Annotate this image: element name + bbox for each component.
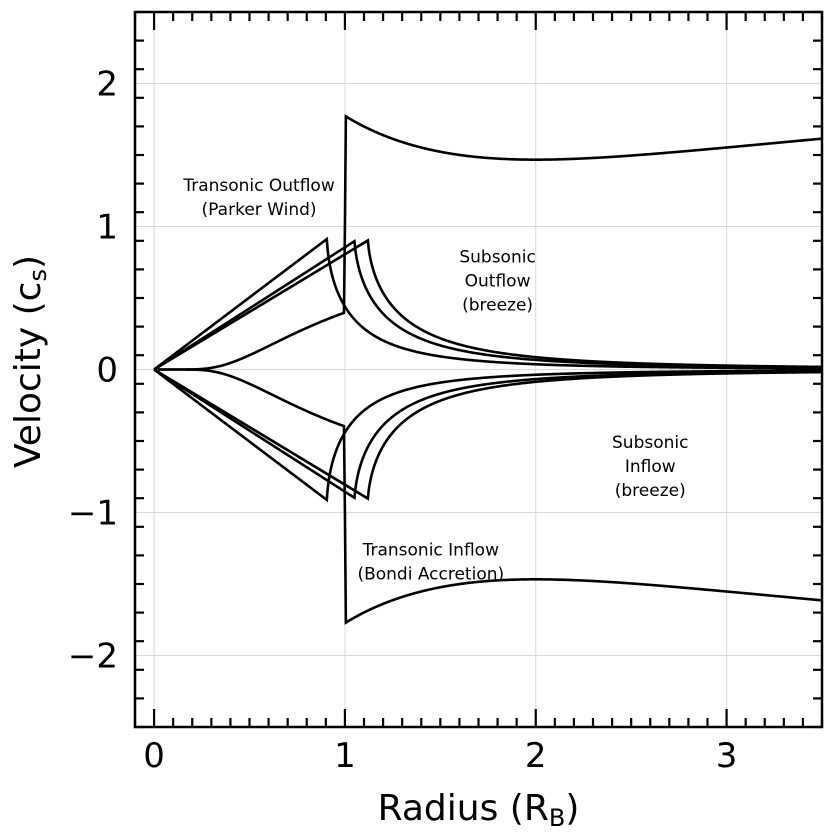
annotation-line: Transonic Inflow xyxy=(362,540,499,560)
curve-transonic-outflow-parker-wind- xyxy=(157,114,822,371)
y-tick-label: −2 xyxy=(68,637,118,677)
annotation-line: Transonic Outflow xyxy=(182,176,335,196)
annotation: Transonic Outflow (Parker Wind) xyxy=(182,176,335,220)
x-tick-label: 3 xyxy=(716,736,738,776)
curve-subsonic-inflow-0-75 xyxy=(153,368,822,501)
y-tick-label: 1 xyxy=(96,208,118,248)
annotation-line: Subsonic xyxy=(612,433,688,453)
annotation-line: (Parker Wind) xyxy=(202,200,317,220)
curve-transonic-inflow-bondi-accretion- xyxy=(157,368,822,625)
grid-lines xyxy=(135,12,822,727)
x-tick-label: 1 xyxy=(334,736,356,776)
y-axis-label-close: ) xyxy=(8,255,49,269)
x-axis-label-text: Radius (R xyxy=(378,788,549,829)
annotation-line: Subsonic xyxy=(459,247,535,267)
curves xyxy=(153,114,822,625)
annotation: Transonic Inflow (Bondi Accretion) xyxy=(357,540,504,584)
y-axis-label-text: Velocity (c xyxy=(8,282,49,469)
x-axis-label-close: ) xyxy=(565,788,579,829)
annotation-line: Inflow xyxy=(625,457,676,477)
annotation: Subsonic Outflow (breeze) xyxy=(459,247,535,315)
x-tick-label: 2 xyxy=(525,736,547,776)
x-axis-label: Radius (RB) xyxy=(378,788,580,832)
y-tick-label: 2 xyxy=(96,65,118,105)
annotations: Transonic Outflow (Parker Wind) Subsonic Ou… xyxy=(182,176,688,585)
ticks xyxy=(133,10,824,729)
annotation-line: (Bondi Accretion) xyxy=(357,564,504,584)
annotation: Subsonic Inflow (breeze) xyxy=(612,433,688,501)
tick-labels: 0 1 2 3 −2 −1 0 1 2 xyxy=(68,65,738,777)
y-tick-label: 0 xyxy=(96,351,118,391)
annotation-line: Outflow xyxy=(465,271,531,291)
y-tick-label: −1 xyxy=(68,494,118,534)
x-axis-label-sub: B xyxy=(549,804,565,832)
annotation-line: (breeze) xyxy=(462,295,533,315)
curve-subsonic-outflow-0-25 xyxy=(153,236,822,371)
x-tick-label: 0 xyxy=(143,736,165,776)
annotation-line: (breeze) xyxy=(615,481,686,501)
y-axis-label-sub: s xyxy=(24,269,52,282)
y-axis-label: Velocity (cs) xyxy=(8,255,52,468)
